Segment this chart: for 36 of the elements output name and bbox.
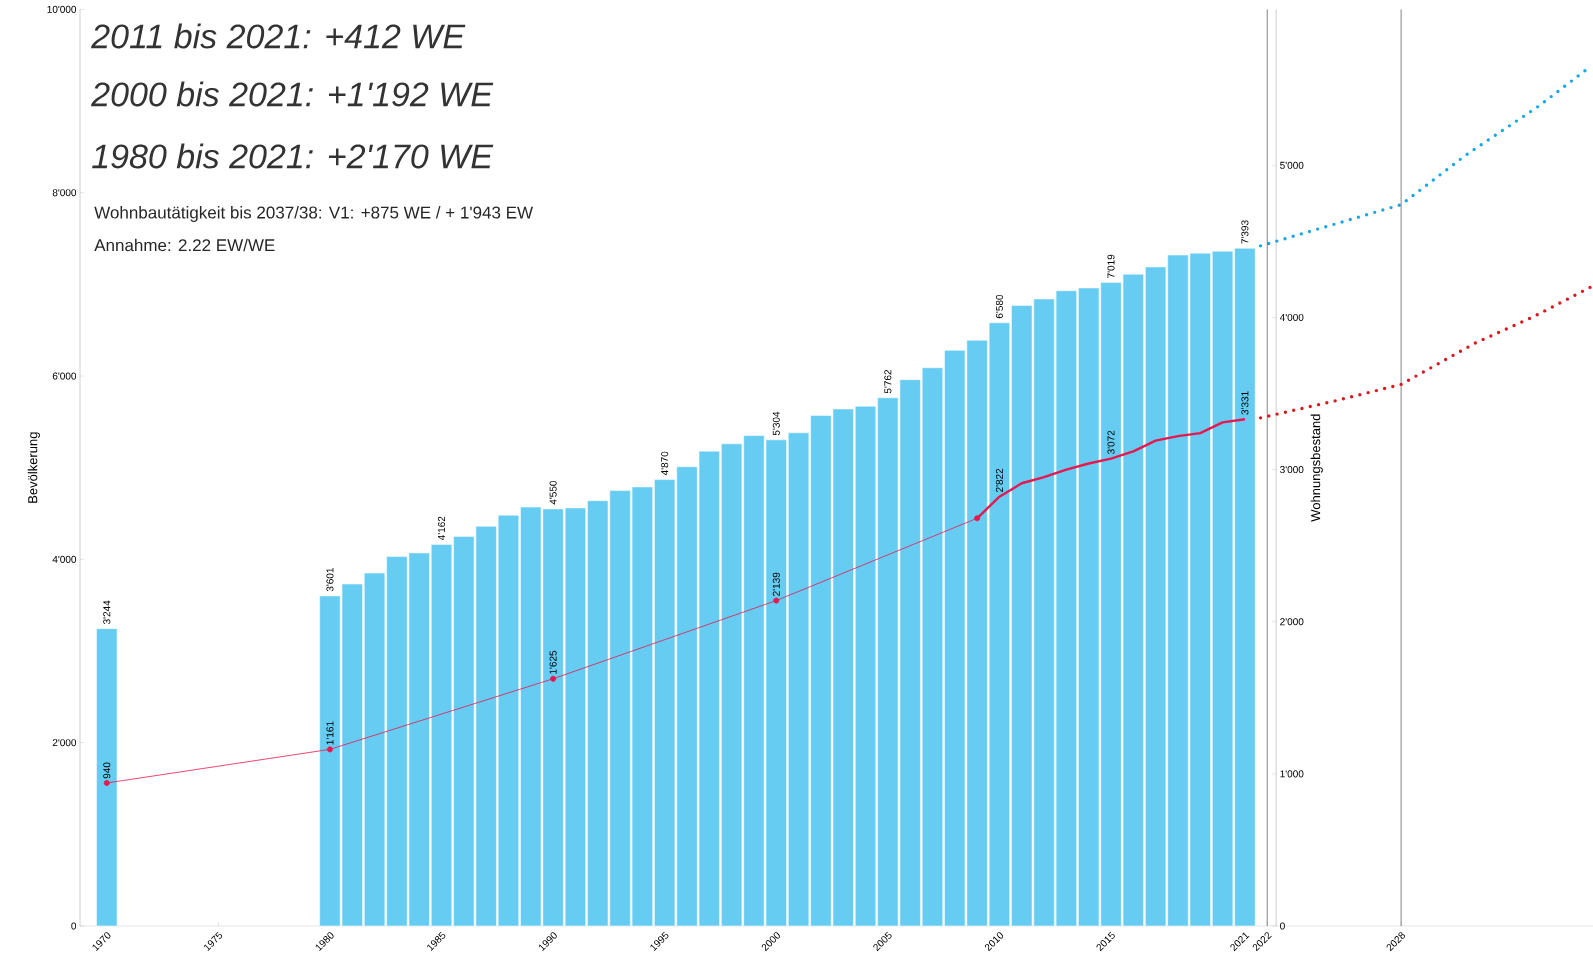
y2-tick-label: 1'000: [1280, 770, 1304, 778]
data-label: 2'139: [772, 572, 780, 596]
annotation: 1980 bis 2021: +2'170 WE: [92, 143, 494, 169]
y2-tick-label: 4'000: [1279, 313, 1304, 321]
annotation: 2011 bis 2021: +412 WE: [91, 23, 466, 49]
data-label: 3'331: [1241, 391, 1249, 415]
y2-tick-label: 3'000: [1280, 466, 1304, 474]
y-axis-title: Bevölkerung: [27, 432, 40, 503]
data-label: 4'550: [549, 480, 557, 505]
data-label: 3'601: [326, 568, 334, 592]
y-tick-label: 2'000: [52, 739, 77, 747]
data-label: 5'304: [772, 411, 780, 436]
annotation: Annahme: 2.22 EW/WE: [94, 238, 275, 252]
data-label: 1'161: [326, 721, 334, 745]
annotation: 2000 bis 2021: +1'192 WE: [91, 81, 494, 107]
y-tick-label: 10'000: [47, 5, 77, 13]
y-tick-label: 8'000: [52, 189, 77, 197]
data-label: 3'244: [103, 600, 111, 625]
y-tick-label: 4'000: [52, 555, 77, 563]
data-label: 7'019: [1107, 254, 1115, 278]
data-label: 7'393: [1241, 220, 1249, 244]
y2-axis-title: Wohnungsbestand: [1310, 414, 1323, 522]
data-label: 4'870: [661, 451, 669, 476]
data-label: 2'822: [995, 468, 1003, 492]
y-tick-label: 0: [71, 922, 77, 930]
annotation: Wohnbautätigkeit bis 2037/38: V1: +875 WE / + 1'943 EW: [94, 206, 533, 222]
y2-tick-label: 0: [1280, 922, 1285, 930]
y2-tick-label: 5'000: [1280, 161, 1304, 169]
y2-tick-label: 2'000: [1280, 618, 1304, 626]
data-label: 4'162: [437, 516, 446, 541]
y-tick-label: 6'000: [52, 372, 77, 380]
data-label: 1'625: [549, 650, 557, 674]
data-label: 3'072: [1107, 430, 1115, 455]
data-label: 940: [103, 762, 111, 779]
data-label: 6'580: [995, 294, 1003, 319]
data-label: 5'762: [884, 369, 892, 394]
